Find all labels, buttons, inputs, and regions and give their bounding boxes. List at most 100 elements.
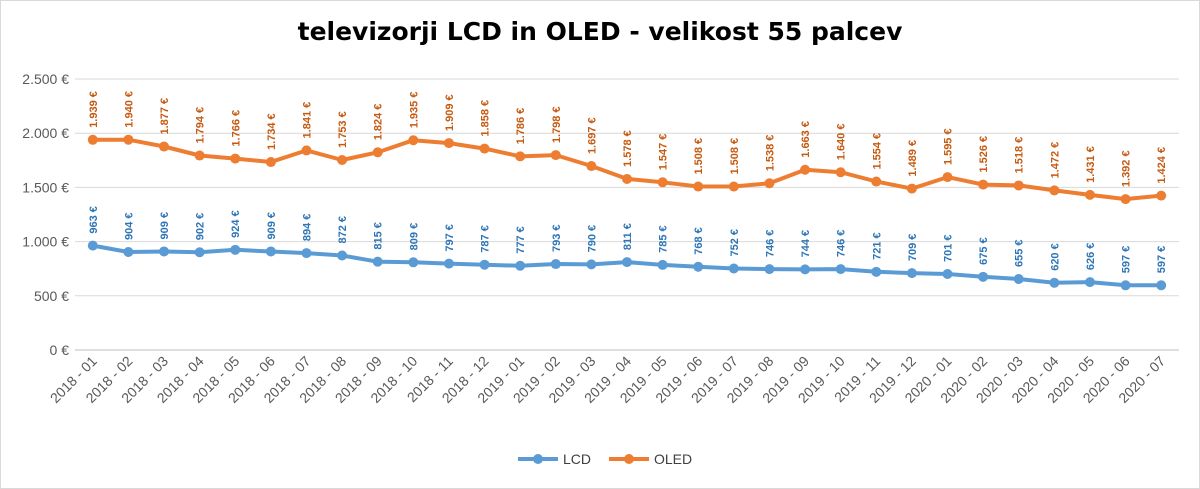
legend-marker-lcd (533, 454, 543, 464)
data-point-lcd (479, 259, 490, 270)
data-point-lcd (1084, 277, 1095, 288)
data-point-oled (978, 179, 989, 190)
data-label-oled: 1.877 € (159, 98, 171, 135)
data-point-lcd (87, 240, 98, 251)
data-point-oled (586, 161, 597, 172)
y-tick-label: 500 € (34, 288, 69, 304)
data-label-lcd: 811 € (622, 223, 634, 250)
data-label-oled: 1.640 € (836, 124, 848, 161)
legend-label-oled: OLED (654, 451, 692, 467)
data-label-oled: 1.508 € (729, 138, 741, 175)
data-label-oled: 1.489 € (907, 140, 919, 177)
data-point-oled (835, 167, 846, 178)
y-tick-label: 0 € (50, 342, 70, 358)
data-label-lcd: 655 € (1014, 239, 1026, 267)
data-point-oled (1120, 194, 1131, 205)
data-point-oled (550, 150, 561, 161)
data-label-oled: 1.595 € (943, 128, 955, 165)
legend-label-lcd: LCD (563, 451, 591, 467)
data-point-oled (230, 153, 241, 164)
data-point-oled (871, 176, 882, 187)
data-point-lcd (871, 266, 882, 277)
data-label-oled: 1.786 € (515, 108, 527, 145)
data-label-oled: 1.935 € (408, 92, 420, 129)
data-point-lcd (1156, 280, 1167, 291)
data-point-oled (657, 177, 668, 188)
data-label-lcd: 924 € (230, 210, 242, 238)
data-point-oled (764, 178, 775, 189)
series (87, 134, 1167, 291)
data-point-lcd (1013, 273, 1024, 284)
data-point-oled (942, 172, 953, 183)
data-point-lcd (1120, 280, 1131, 291)
data-label-lcd: 902 € (195, 213, 207, 241)
data-label-lcd: 675 € (978, 237, 990, 265)
data-point-oled (622, 173, 632, 184)
data-label-oled: 1.766 € (230, 110, 242, 147)
data-label-oled: 1.526 € (978, 136, 990, 173)
y-tick-label: 1.000 € (22, 234, 69, 250)
data-label-lcd: 793 € (551, 225, 563, 253)
legend: LCD OLED (518, 451, 692, 467)
data-point-lcd (906, 268, 917, 279)
data-point-oled (728, 181, 739, 192)
data-label-lcd: 620 € (1049, 243, 1061, 271)
data-label-oled: 1.824 € (373, 104, 385, 141)
data-label-lcd: 744 € (800, 230, 812, 258)
data-point-oled (479, 143, 490, 154)
data-label-lcd: 721 € (871, 232, 883, 260)
gridlines (75, 78, 1179, 351)
data-label-oled: 1.909 € (444, 94, 456, 131)
data-point-oled (800, 164, 811, 175)
data-point-lcd (550, 259, 561, 270)
data-point-lcd (337, 250, 348, 261)
data-label-oled: 1.663 € (800, 121, 812, 158)
data-point-lcd (372, 256, 383, 267)
data-label-lcd: 752 € (729, 229, 741, 257)
data-label-oled: 1.753 € (337, 111, 349, 148)
data-point-oled (1156, 190, 1167, 201)
legend-marker-oled (624, 454, 634, 464)
data-label-lcd: 909 € (266, 212, 278, 240)
data-point-oled (443, 138, 454, 149)
data-label-oled: 1.794 € (195, 107, 207, 144)
data-point-oled (1049, 185, 1060, 196)
data-point-oled (906, 183, 917, 194)
data-point-oled (515, 151, 526, 162)
data-point-oled (1013, 180, 1024, 191)
data-label-oled: 1.734 € (266, 113, 278, 150)
data-label-lcd: 797 € (444, 224, 456, 252)
data-label-oled: 1.697 € (586, 117, 598, 154)
y-axis: 0 € 500 € 1.000 € 1.500 € 2.000 € 2.500 € (22, 71, 69, 358)
data-label-oled: 1.547 € (658, 134, 670, 171)
data-label-lcd: 809 € (408, 223, 420, 251)
data-label-oled: 1.858 € (480, 100, 492, 137)
data-label-lcd: 904 € (123, 212, 135, 240)
data-point-lcd (657, 259, 668, 270)
data-label-lcd: 909 € (159, 212, 171, 240)
data-point-oled (408, 135, 419, 146)
data-point-oled (372, 147, 383, 158)
data-point-lcd (443, 258, 454, 269)
data-point-oled (301, 145, 312, 156)
data-point-oled (693, 181, 704, 192)
data-label-oled: 1.939 € (88, 91, 100, 128)
data-label-lcd: 597 € (1121, 246, 1133, 274)
data-label-oled: 1.841 € (301, 102, 313, 139)
data-label-lcd: 768 € (693, 227, 705, 255)
data-label-lcd: 597 € (1156, 246, 1168, 274)
data-label-oled: 1.392 € (1121, 150, 1133, 187)
data-label-lcd: 815 € (373, 222, 385, 250)
data-label-lcd: 626 € (1085, 243, 1097, 271)
data-point-lcd (159, 246, 170, 257)
data-label-lcd: 963 € (88, 206, 100, 234)
y-tick-label: 2.500 € (22, 71, 69, 87)
data-label-oled: 1.431 € (1085, 146, 1097, 183)
data-label-lcd: 790 € (586, 225, 598, 253)
data-label-oled: 1.508 € (693, 138, 705, 175)
data-label-oled: 1.578 € (622, 130, 634, 167)
data-point-lcd (800, 264, 811, 275)
data-point-lcd (764, 264, 775, 275)
